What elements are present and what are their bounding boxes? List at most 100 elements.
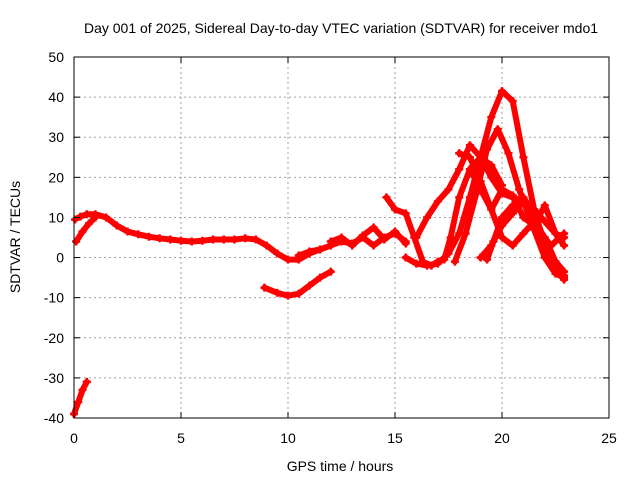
data-point-marker [476, 185, 485, 194]
data-point-marker [78, 385, 87, 394]
data-point-marker [483, 255, 492, 264]
data-point-marker [382, 193, 391, 202]
data-point-marker [498, 87, 506, 96]
data-point-marker [401, 253, 410, 262]
data-point-marker [155, 234, 164, 243]
data-point-marker [412, 233, 421, 242]
data-point-marker [82, 210, 91, 219]
data-point-marker [465, 153, 474, 162]
data-point-marker [305, 247, 314, 256]
data-point-marker [519, 229, 528, 238]
data-point-marker [560, 241, 569, 250]
data-point-marker [423, 213, 432, 222]
y-tick-label: 20 [48, 169, 64, 185]
data-point-marker [262, 241, 271, 250]
data-point-marker [498, 185, 506, 194]
data-point-marker [316, 245, 325, 254]
y-tick-label: 10 [48, 209, 64, 225]
data-point-marker [551, 257, 560, 266]
data-point-marker [450, 257, 459, 266]
data-point-marker [72, 237, 81, 246]
data-point-marker [412, 259, 421, 268]
axis-frame [73, 56, 610, 419]
data-point-marker [508, 209, 517, 218]
x-tick-label: 0 [70, 430, 78, 446]
data-point-marker [446, 233, 455, 242]
data-point-marker [508, 97, 517, 106]
data-point-marker [530, 209, 539, 218]
data-point-marker [530, 221, 539, 230]
data-point-marker [198, 236, 207, 245]
data-point-marker [391, 205, 399, 214]
data-point-marker [493, 125, 502, 134]
data-point-marker [433, 259, 442, 268]
data-point-marker [487, 205, 496, 214]
data-point-marker [112, 221, 121, 230]
data-point-marker [134, 230, 143, 239]
series-start-segment [70, 377, 91, 418]
data-point-marker [273, 249, 282, 258]
data-point-marker [540, 237, 549, 246]
data-point-marker [455, 149, 464, 158]
y-tick-label: 40 [48, 89, 64, 105]
data-point-marker [401, 239, 410, 248]
data-point-marker [380, 235, 389, 244]
data-point-marker [519, 193, 528, 202]
series-main-arc [71, 210, 335, 264]
data-point-marker [401, 209, 410, 218]
data-point-marker [444, 185, 453, 194]
y-tick-label: -40 [44, 410, 64, 426]
data-point-marker [519, 153, 528, 162]
x-tick-label: 20 [494, 430, 510, 446]
series-trace [73, 214, 99, 245]
data-point-marker [560, 233, 569, 242]
series-trace [466, 166, 568, 241]
y-axis-label: SDTVAR / TECUs [7, 181, 23, 293]
y-tick-label: 0 [56, 250, 64, 266]
series-layer [70, 87, 569, 418]
data-point-marker [465, 141, 474, 150]
y-tick-label: 50 [48, 49, 64, 65]
data-point-marker [177, 236, 185, 245]
data-point-marker [326, 267, 335, 276]
data-point-marker [144, 232, 153, 241]
data-point-marker [508, 191, 517, 200]
data-point-marker [102, 213, 111, 222]
series-early-dip [72, 213, 100, 246]
data-point-marker [71, 215, 80, 224]
data-point-marker [294, 289, 303, 298]
data-point-marker [294, 251, 303, 260]
data-point-marker [369, 223, 378, 232]
data-point-marker [337, 233, 346, 242]
x-tick-label: 15 [387, 430, 403, 446]
data-point-marker [358, 231, 367, 240]
series-evening-e [465, 165, 569, 242]
data-point-marker [316, 273, 325, 282]
data-point-marker [476, 253, 485, 262]
data-point-marker [391, 227, 399, 236]
data-point-marker [82, 377, 91, 386]
data-point-marker [326, 237, 335, 246]
data-point-marker [284, 291, 292, 300]
chart-title: Day 001 of 2025, Sidereal Day-to-day VTE… [84, 20, 598, 36]
x-axis-label: GPS time / hours [287, 458, 394, 474]
data-point-marker [251, 235, 260, 244]
data-point-marker [444, 249, 453, 258]
data-point-marker [487, 161, 496, 170]
data-point-marker [540, 253, 549, 262]
data-point-marker [78, 227, 87, 236]
data-point-marker [123, 227, 132, 236]
data-point-marker [91, 213, 100, 222]
series-trace [327, 224, 409, 249]
data-point-marker [515, 185, 524, 194]
data-point-marker [465, 165, 474, 174]
series-evening-d [483, 193, 569, 280]
data-point-marker [369, 241, 378, 250]
data-point-marker [540, 201, 549, 210]
data-point-marker [455, 193, 464, 202]
data-point-marker [551, 229, 560, 238]
data-point-marker [284, 255, 292, 264]
tick-layer: 0 5 10 15 20 25 -40 -30 -20 -10 0 10 20 30 40 50 [44, 49, 617, 446]
y-tick-label: 30 [48, 129, 64, 145]
data-point-marker [540, 217, 549, 226]
